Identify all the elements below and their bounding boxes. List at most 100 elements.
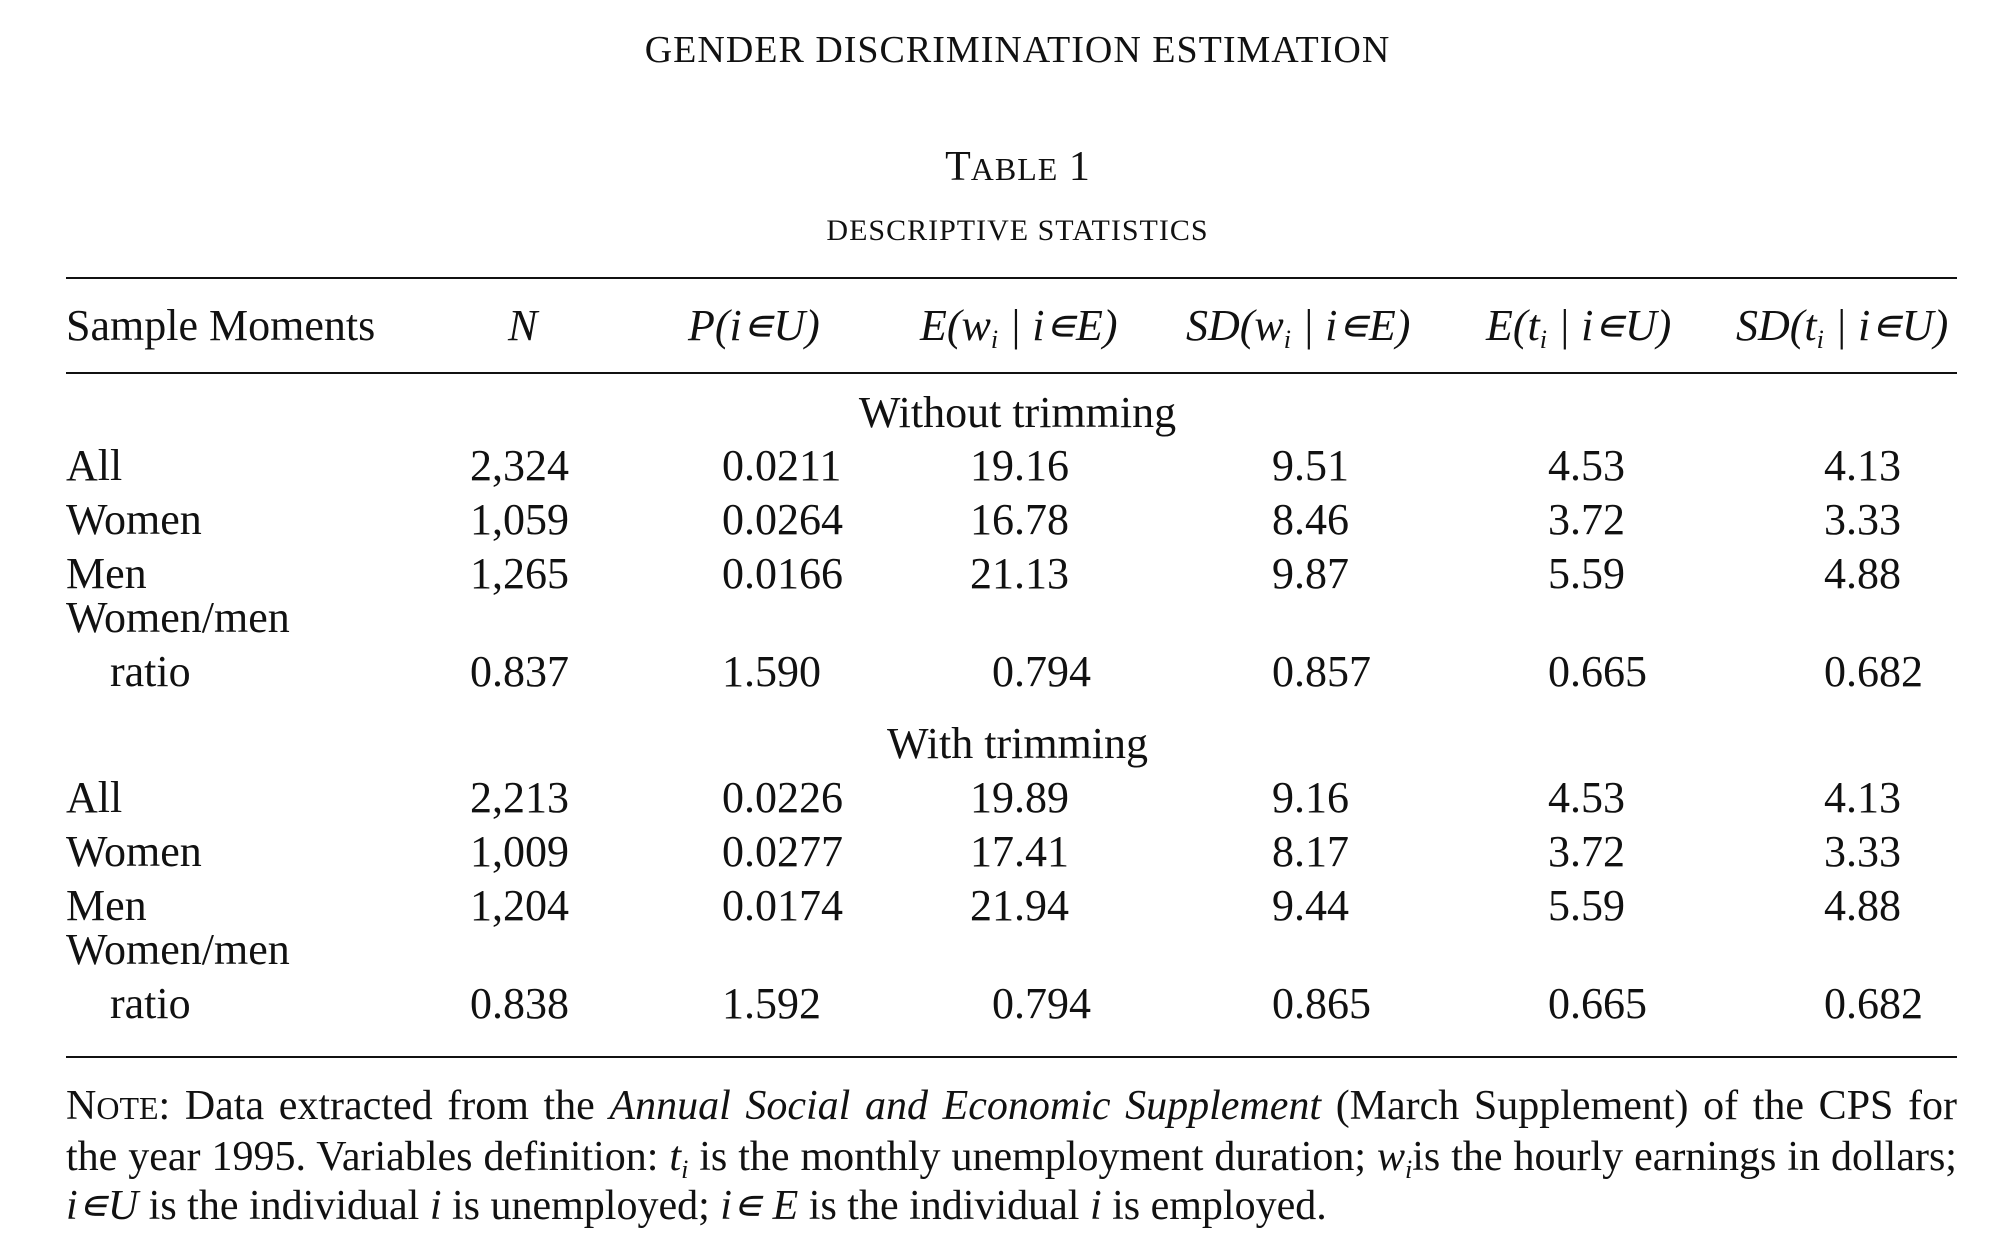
cell-ew: 21.13: [970, 549, 1069, 598]
table-row: Women 1,009 0.0277 17.41 8.17 3.72 3.33: [0, 826, 1990, 880]
table-row: ratio 0.838 1.592 0.794 0.865 0.665 0.68…: [0, 978, 1990, 1032]
cell-sdt: 4.13: [1824, 441, 1901, 490]
row-label: Women: [66, 495, 202, 544]
cell-n: 2,213: [470, 773, 569, 822]
row-label-continued: ratio: [110, 979, 191, 1028]
note-text: is unemployed;: [441, 1183, 721, 1229]
row-label: Women/men: [66, 925, 290, 974]
col-header-sdw: SD(wi | i∊E): [1186, 301, 1411, 354]
cell-et: 3.72: [1548, 495, 1625, 544]
cell-sdw: 9.51: [1272, 441, 1349, 490]
cell-sdw: 9.16: [1272, 773, 1349, 822]
cell-n: 1,009: [470, 827, 569, 876]
table-row: Men 1,204 0.0174 21.94 9.44 5.59 4.88: [0, 880, 1990, 934]
cell-p: 0.0264: [722, 495, 843, 544]
table-row: ratio 0.837 1.590 0.794 0.857 0.665 0.68…: [0, 646, 1990, 700]
cell-p: 0.0226: [722, 773, 843, 822]
note-var: i: [429, 1183, 442, 1229]
table-title-number: 1: [1058, 144, 1090, 190]
table-title-small: ABLE: [970, 151, 1059, 187]
note-lead-small: OTE: [96, 1090, 159, 1126]
cell-p: 0.0174: [722, 881, 843, 930]
cell-n: 0.837: [470, 647, 569, 696]
row-label: Women: [66, 827, 202, 876]
section-label-with-trimming: With trimming: [887, 719, 1148, 768]
cell-ew: 19.16: [970, 441, 1069, 490]
note-text: is employed.: [1101, 1183, 1327, 1229]
cell-et: 3.72: [1548, 827, 1625, 876]
table-row: All 2,324 0.0211 19.16 9.51 4.53 4.13: [0, 440, 1990, 494]
cell-n: 1,265: [470, 549, 569, 598]
table-row: Men 1,265 0.0166 21.13 9.87 5.59 4.88: [0, 548, 1990, 602]
cell-p: 0.0277: [722, 827, 843, 876]
cell-ew: 0.794: [992, 979, 1091, 1028]
cell-p: 1.592: [722, 979, 821, 1028]
cell-sdt: 0.682: [1824, 647, 1923, 696]
cell-ew: 16.78: [970, 495, 1069, 544]
col-header-p-text: P(i∊U): [688, 301, 820, 350]
note-expr: i∊U: [66, 1183, 139, 1229]
cell-ew: 17.41: [970, 827, 1069, 876]
col-header-ew: E(wi | i∊E): [920, 301, 1118, 354]
col-header-n: N: [508, 301, 538, 350]
table-row: All 2,213 0.0226 19.89 9.16 4.53 4.13: [0, 772, 1990, 826]
cell-ew: 0.794: [992, 647, 1091, 696]
note-var: t: [669, 1134, 682, 1180]
cell-p: 0.0166: [722, 549, 843, 598]
cell-sdw: 8.17: [1272, 827, 1349, 876]
cell-et: 5.59: [1548, 549, 1625, 598]
row-label: All: [66, 441, 123, 490]
note-text: is the individual: [798, 1183, 1090, 1229]
row-label: Women/men: [66, 593, 290, 642]
cell-sdt: 4.13: [1824, 773, 1901, 822]
cell-p: 0.0211: [722, 441, 842, 490]
cell-ew: 19.89: [970, 773, 1069, 822]
cell-sdt: 3.33: [1824, 827, 1901, 876]
table-subtitle: DESCRIPTIVE STATISTICS: [826, 214, 1209, 247]
cell-sdt: 0.682: [1824, 979, 1923, 1028]
cell-n: 0.838: [470, 979, 569, 1028]
table-title: TABLE 1: [0, 143, 1990, 191]
cell-et: 4.53: [1548, 773, 1625, 822]
cell-et: 5.59: [1548, 881, 1625, 930]
cell-sdt: 3.33: [1824, 495, 1901, 544]
section-label-without-trimming: Without trimming: [858, 388, 1177, 437]
header-rule: [66, 372, 1957, 374]
note-var: w: [1377, 1134, 1406, 1180]
table-row: Women/men: [0, 924, 1990, 978]
row-label: Men: [66, 881, 147, 930]
note-expr: i∊ E: [720, 1183, 799, 1229]
row-label: Men: [66, 549, 147, 598]
note-text: is the hourly earnings in dollars;: [1412, 1134, 1957, 1180]
cell-ew: 21.94: [970, 881, 1069, 930]
note-sub: i: [681, 1155, 689, 1184]
table-row: Women/men: [0, 592, 1990, 646]
cell-n: 1,059: [470, 495, 569, 544]
cell-n: 1,204: [470, 881, 569, 930]
bottom-rule: [66, 1056, 1957, 1058]
col-header-sdt: SD(ti | i∊U): [1736, 301, 1949, 354]
note-source: Annual Social and Economic Supplement: [609, 1083, 1322, 1129]
cell-et: 0.665: [1548, 647, 1647, 696]
cell-sdw: 0.865: [1272, 979, 1371, 1028]
cell-sdw: 9.87: [1272, 549, 1349, 598]
note-sub: i: [1405, 1155, 1413, 1184]
cell-et: 4.53: [1548, 441, 1625, 490]
cell-n: 2,324: [470, 441, 569, 490]
cell-sdw: 0.857: [1272, 647, 1371, 696]
col-header-p: P(i∊U): [688, 300, 820, 351]
cell-sdt: 4.88: [1824, 881, 1901, 930]
cell-et: 0.665: [1548, 979, 1647, 1028]
stub-header: Sample Moments: [66, 301, 376, 350]
row-label: All: [66, 773, 123, 822]
top-rule: [66, 277, 1957, 279]
table-row: Women 1,059 0.0264 16.78 8.46 3.72 3.33: [0, 494, 1990, 548]
cell-p: 1.590: [722, 647, 821, 696]
cell-sdt: 4.88: [1824, 549, 1901, 598]
col-header-et: E(ti | i∊U): [1486, 301, 1672, 354]
note-text: is the individual: [138, 1183, 430, 1229]
cell-sdw: 9.44: [1272, 881, 1349, 930]
note-var: i: [1089, 1183, 1102, 1229]
table-note: NOTE: Data extracted from the Annual Soc…: [66, 1082, 1957, 1231]
note-lead-cap: N: [66, 1083, 97, 1129]
